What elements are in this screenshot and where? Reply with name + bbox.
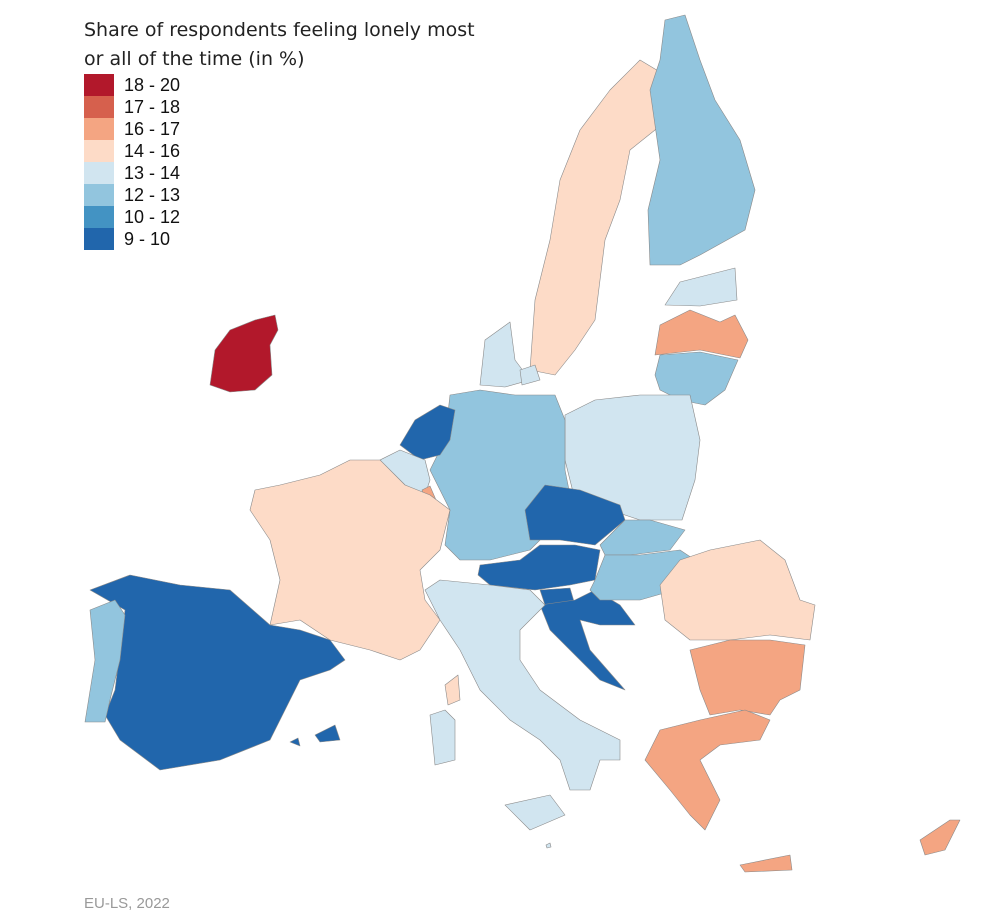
legend-label: 9 - 10 xyxy=(124,228,171,249)
region-shape xyxy=(519,364,541,386)
region-lt xyxy=(654,351,739,406)
legend: Share of respondents feeling lonely most… xyxy=(84,16,484,250)
legend-swatch xyxy=(84,162,114,184)
region-shape xyxy=(659,539,816,641)
legend-label: 17 - 18 xyxy=(124,96,181,117)
legend-item: 16 - 17 xyxy=(84,118,484,140)
region-shape xyxy=(644,709,771,831)
region-shape xyxy=(689,639,806,716)
region-ro xyxy=(659,539,816,641)
legend-swatch xyxy=(84,140,114,162)
source-note: EU-LS, 2022 xyxy=(84,895,170,912)
legend-label: 14 - 16 xyxy=(124,140,181,161)
legend-swatch xyxy=(84,96,114,118)
legend-item: 10 - 12 xyxy=(84,206,484,228)
region-shape xyxy=(89,574,346,771)
region-lv xyxy=(654,309,749,359)
region-shape xyxy=(314,724,341,743)
region-shape xyxy=(444,674,461,706)
region-fi xyxy=(647,14,756,266)
region-shape xyxy=(424,579,621,791)
legend-swatch xyxy=(84,184,114,206)
region-shape xyxy=(289,737,301,747)
region-shape xyxy=(429,709,456,766)
legend-swatch xyxy=(84,206,114,228)
region-shape xyxy=(539,589,636,691)
region-dk xyxy=(479,321,541,388)
region-shape xyxy=(477,544,601,591)
legend-label: 18 - 20 xyxy=(124,74,181,95)
region-mt xyxy=(545,842,552,849)
region-ie xyxy=(209,314,279,393)
legend-swatch xyxy=(84,118,114,140)
region-shape xyxy=(654,309,749,359)
region-shape xyxy=(84,599,126,723)
region-cy xyxy=(919,819,961,856)
legend-title: Share of respondents feeling lonely most… xyxy=(84,19,475,70)
region-es xyxy=(89,574,346,771)
region-gr xyxy=(644,709,793,873)
region-it xyxy=(424,579,621,831)
region-shape xyxy=(209,314,279,393)
legend-item: 12 - 13 xyxy=(84,184,484,206)
region-shape xyxy=(919,819,961,856)
legend-label: 13 - 14 xyxy=(124,162,181,183)
legend-label: 16 - 17 xyxy=(124,118,181,139)
legend-item: 9 - 10 xyxy=(84,228,484,250)
legend-item: 14 - 16 xyxy=(84,140,484,162)
legend-item: 13 - 14 xyxy=(84,162,484,184)
legend-label: 10 - 12 xyxy=(124,206,181,227)
legend-swatch xyxy=(84,228,114,250)
region-shape xyxy=(739,854,793,873)
region-at xyxy=(477,544,601,591)
region-bg xyxy=(689,639,806,716)
legend-item: 17 - 18 xyxy=(84,96,484,118)
region-shape xyxy=(249,459,451,661)
region-shape xyxy=(654,351,739,406)
region-shape xyxy=(664,267,738,307)
region-shape xyxy=(479,321,531,388)
legend-item: 18 - 20 xyxy=(84,74,484,96)
legend-swatch xyxy=(84,74,114,96)
region-ee xyxy=(664,267,738,307)
legend-label: 12 - 13 xyxy=(124,184,181,205)
region-pt xyxy=(84,599,126,723)
region-shape xyxy=(647,14,756,266)
region-fr xyxy=(249,459,461,706)
region-shape xyxy=(545,842,552,849)
region-hr xyxy=(539,589,636,691)
region-shape xyxy=(504,794,566,831)
